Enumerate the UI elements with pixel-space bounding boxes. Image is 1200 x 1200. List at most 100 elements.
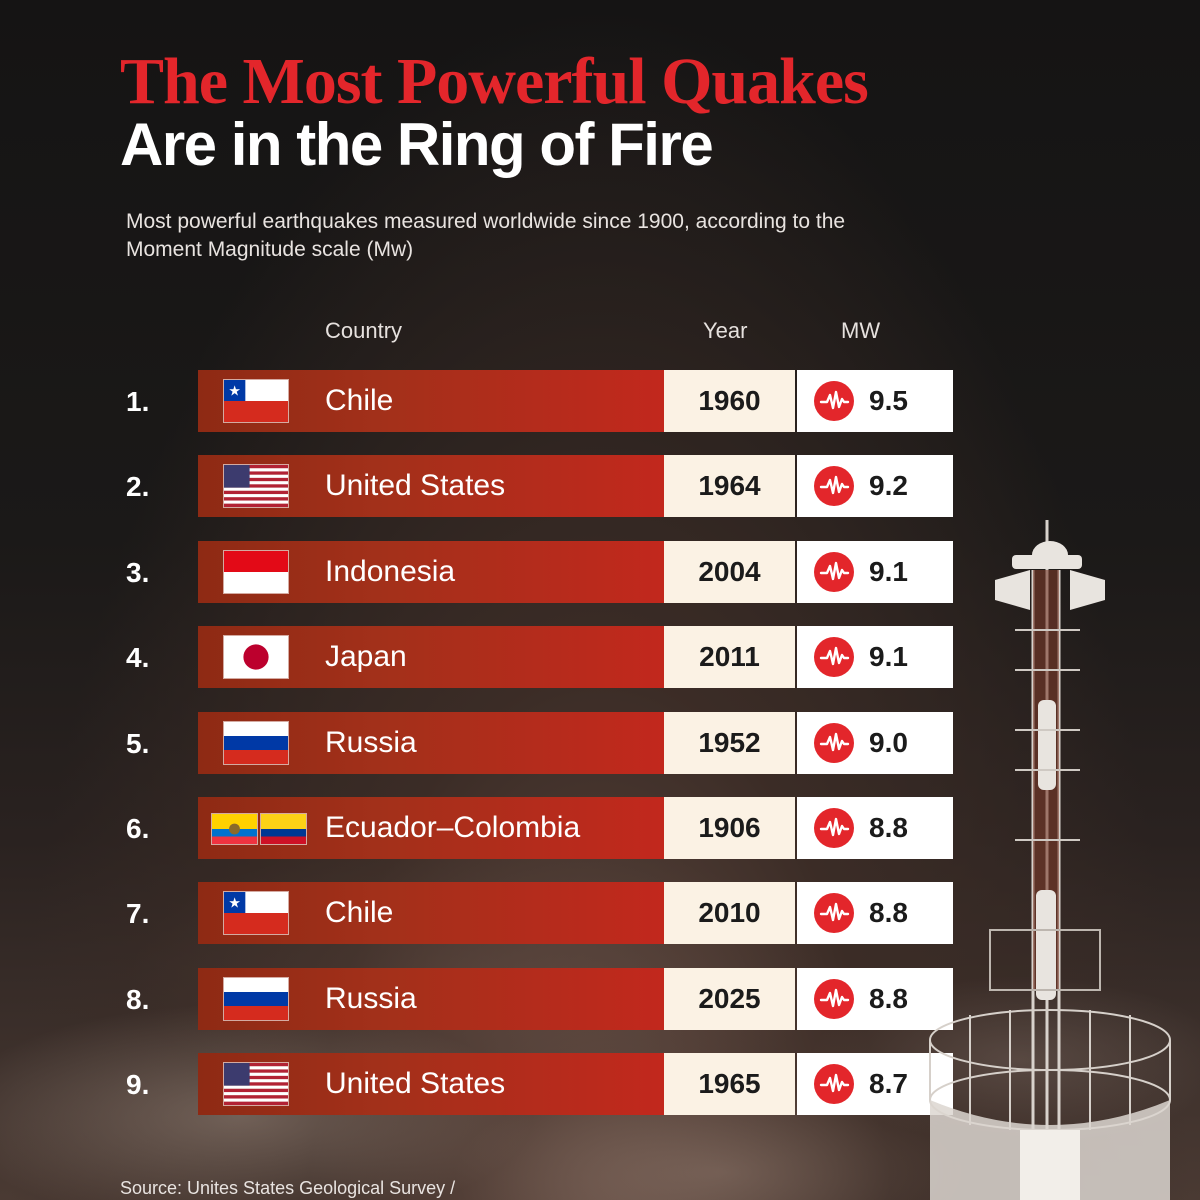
country-name: Indonesia (325, 554, 456, 588)
rank-label: 6. (126, 813, 150, 844)
seismograph-icon (814, 1064, 854, 1105)
rank-label: 8. (126, 983, 150, 1015)
magnitude-value: 8.8 (869, 897, 908, 929)
flag-group (223, 635, 289, 680)
source-note: Source: Unites States Geological Survey … (120, 1178, 456, 1198)
table-row: 7. ★ Chile 2010 8.8 (0, 882, 960, 945)
magnitude-value: 9.0 (869, 726, 908, 758)
usa-flag-icon (223, 464, 289, 509)
seismograph-icon (814, 551, 854, 592)
table-row: 2. United States 1964 9.2 (0, 455, 960, 518)
flag-group (223, 720, 289, 765)
country-cell: United States (198, 455, 664, 518)
flag-group (223, 549, 289, 594)
rank-label: 9. (126, 1069, 150, 1101)
table-row: 9. United States 1965 8.7 (0, 1053, 960, 1116)
title-line-1: The Most Powerful Quakes (120, 45, 869, 118)
usa-flag-icon (223, 1062, 289, 1107)
flag-group (223, 1062, 289, 1107)
year-value: 1965 (664, 1053, 795, 1116)
seismograph-icon (814, 381, 854, 421)
country-name: Chile (325, 384, 394, 417)
year-value: 2011 (664, 626, 795, 689)
rank-label: 3. (126, 556, 150, 588)
svg-text:★: ★ (228, 896, 241, 912)
year-value: 2010 (664, 882, 795, 945)
rank-label: 4. (126, 642, 150, 674)
ecuador-flag-icon (211, 813, 258, 845)
country-cell: ★ Chile (198, 370, 664, 432)
magnitude-value: 9.5 (869, 385, 908, 416)
rank-label: 2. (126, 471, 150, 503)
year-value: 1964 (664, 455, 795, 518)
country-cell: Japan (198, 626, 664, 689)
magnitude-cell: 9.0 (797, 711, 953, 774)
magnitude-value: 8.8 (869, 812, 908, 843)
country-name: United States (325, 1067, 506, 1101)
table-row: 1. ★ Chile 1960 9.5 (0, 370, 960, 432)
country-name: Ecuador–Colombia (325, 811, 581, 844)
country-name: Japan (325, 640, 407, 674)
flag-group: ★ (223, 891, 289, 936)
russia-flag-icon (223, 976, 289, 1021)
siren-tower-icon (929, 520, 1171, 1200)
year-value: 2025 (664, 967, 795, 1030)
column-header-country: Country (325, 318, 403, 343)
rank-label: 1. (126, 386, 150, 417)
magnitude-cell: 9.1 (797, 540, 953, 603)
magnitude-cell: 9.2 (797, 455, 953, 518)
magnitude-cell: 8.7 (797, 1053, 953, 1116)
chile-flag-icon: ★ (223, 891, 289, 936)
colombia-flag-icon (260, 813, 307, 845)
table-row: 3. Indonesia 2004 9.1 (0, 540, 960, 603)
seismograph-icon (814, 893, 854, 934)
magnitude-cell: 9.1 (797, 626, 953, 689)
magnitude-cell: 8.8 (797, 882, 953, 945)
flag-group (223, 464, 289, 509)
magnitude-value: 9.2 (869, 470, 908, 502)
seismograph-icon (814, 978, 854, 1019)
flag-group: ★ (223, 379, 289, 423)
country-cell: Ecuador–Colombia (198, 797, 664, 859)
seismograph-icon (814, 466, 854, 507)
country-name: Chile (325, 896, 394, 930)
seismograph-icon (814, 808, 854, 848)
russia-flag-icon (223, 720, 289, 765)
country-cell: Russia (198, 711, 664, 774)
magnitude-value: 8.8 (869, 982, 908, 1014)
flag-group (211, 813, 308, 856)
indonesia-flag-icon (223, 549, 289, 594)
rank-label: 7. (126, 898, 150, 930)
year-value: 1906 (664, 797, 795, 859)
rank-label: 5. (126, 727, 150, 759)
column-header-mw: MW (841, 318, 881, 343)
country-cell: United States (198, 1053, 664, 1116)
country-name: Russia (325, 725, 417, 759)
magnitude-cell: 8.8 (797, 797, 953, 859)
table-row: 4. Japan 2011 9.1 (0, 626, 960, 689)
country-name: Russia (325, 981, 417, 1015)
magnitude-cell: 9.5 (797, 370, 953, 432)
svg-text:★: ★ (228, 384, 241, 400)
country-name: United States (325, 469, 506, 503)
table-row: 5. Russia 1952 9.0 (0, 711, 960, 774)
country-cell: Russia (198, 967, 664, 1030)
magnitude-value: 9.1 (869, 641, 908, 673)
magnitude-cell: 8.8 (797, 967, 953, 1030)
table-row: 6. Ecuador–Colombia 1906 8.8 (0, 797, 960, 859)
column-header-year: Year (703, 318, 748, 343)
seismograph-icon (814, 722, 854, 763)
year-value: 1952 (664, 711, 795, 774)
country-cell: Indonesia (198, 540, 664, 603)
seismograph-icon (814, 637, 854, 678)
year-value: 2004 (664, 540, 795, 603)
chile-flag-icon: ★ (223, 379, 289, 423)
table-row: 8. Russia 2025 8.8 (0, 967, 960, 1030)
subtitle: Most powerful earthquakes measured world… (126, 210, 846, 261)
japan-flag-icon (223, 635, 289, 680)
flag-group (223, 976, 289, 1021)
year-value: 1960 (664, 370, 795, 432)
country-cell: ★ Chile (198, 882, 664, 945)
magnitude-value: 8.7 (869, 1068, 908, 1100)
title-line-2: Are in the Ring of Fire (120, 111, 714, 178)
